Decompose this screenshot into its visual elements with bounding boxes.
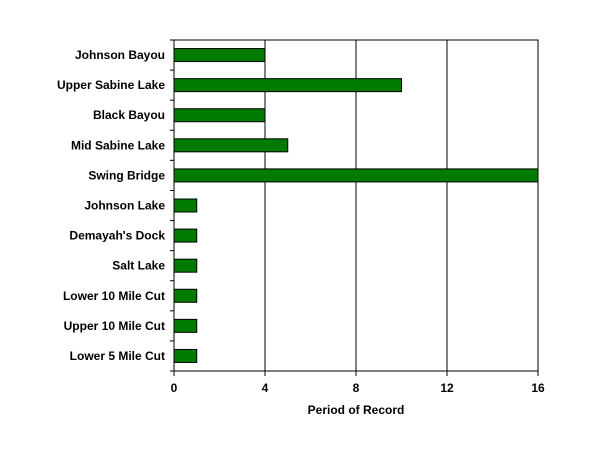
bar — [173, 288, 198, 303]
gridlines — [264, 40, 448, 371]
category-label: Salt Lake — [112, 259, 165, 273]
x-axis-title: Period of Record — [308, 403, 405, 417]
axes — [170, 39, 539, 376]
bar — [173, 228, 198, 243]
x-tick-label: 12 — [440, 381, 454, 395]
category-label: Johnson Lake — [84, 199, 165, 213]
category-label: Swing Bridge — [88, 168, 165, 182]
bar — [173, 348, 198, 363]
x-tick-label: 16 — [531, 381, 545, 395]
bar — [173, 78, 402, 93]
category-label: Black Bayou — [93, 108, 165, 122]
bar — [173, 258, 198, 273]
x-tick-label: 0 — [171, 381, 178, 395]
bar — [173, 108, 266, 123]
x-tick-label: 4 — [262, 381, 269, 395]
bar — [173, 48, 266, 63]
x-tick-label: 8 — [353, 381, 360, 395]
category-label: Demayah's Dock — [69, 229, 165, 243]
category-label: Lower 5 Mile Cut — [70, 349, 165, 363]
bar — [173, 168, 539, 183]
labels: 0 4 8 12 16 Johnson Bayou Upper Sabine Lake Bla… — [57, 48, 545, 395]
category-label: Mid Sabine Lake — [71, 138, 165, 152]
bar — [173, 198, 198, 213]
bar — [173, 138, 289, 153]
category-label: Upper 10 Mile Cut — [64, 319, 165, 333]
category-label: Johnson Bayou — [75, 48, 165, 62]
category-label: Lower 10 Mile Cut — [63, 289, 165, 303]
bar — [173, 318, 198, 333]
category-label: Upper Sabine Lake — [57, 78, 165, 92]
